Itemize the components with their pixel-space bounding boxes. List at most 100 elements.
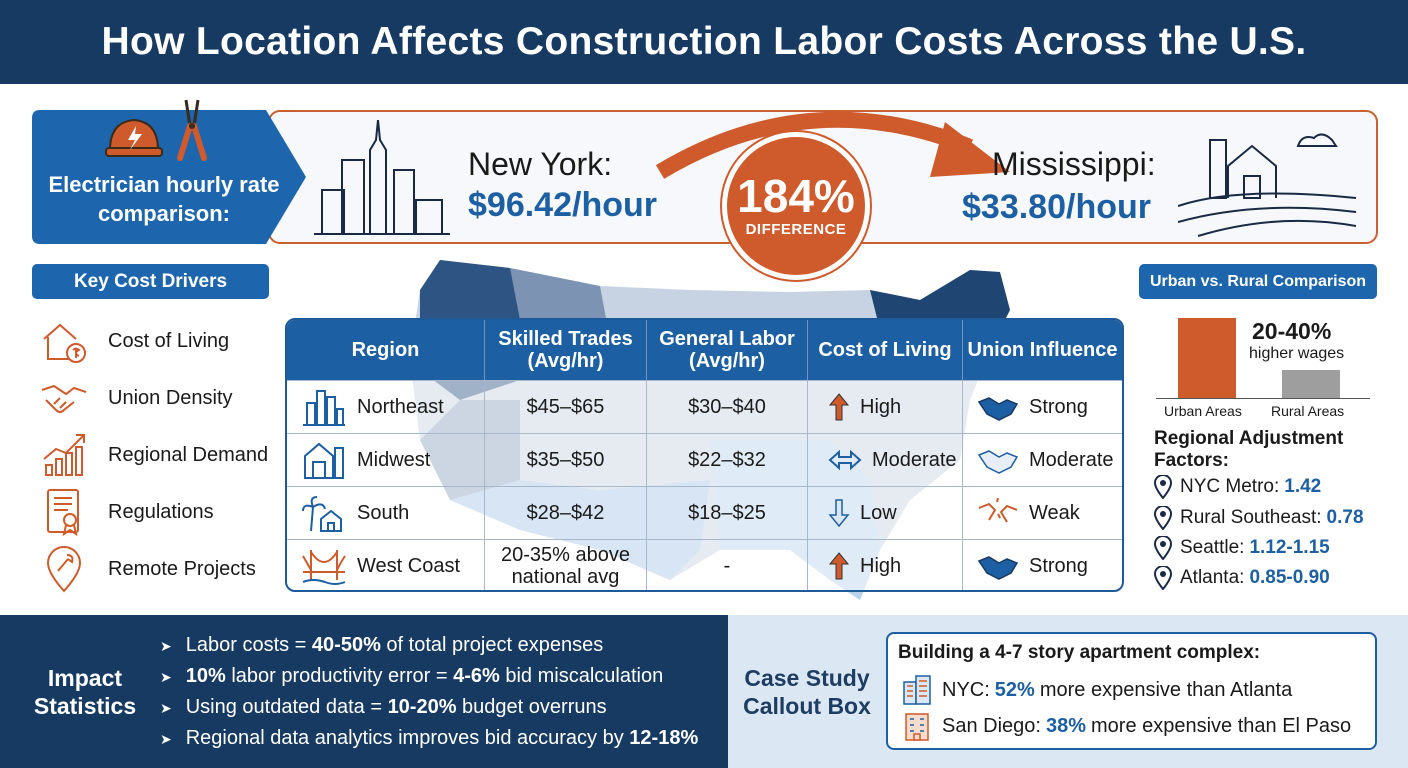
- urban-bar: [1178, 318, 1236, 398]
- arrow-left-right-icon: [828, 449, 862, 471]
- driver-label: Regulations: [108, 500, 214, 523]
- from-rate: $96.42/hour: [468, 186, 657, 224]
- driver-label: Union Density: [108, 386, 233, 409]
- urban-rural-subtitle: higher wages: [1249, 345, 1345, 362]
- growth-chart-icon: [43, 434, 85, 476]
- cost-of-living-value: Low: [860, 502, 897, 524]
- driver-cost-of-living: Cost of Living: [40, 316, 290, 366]
- driver-union-density: Union Density: [40, 373, 290, 423]
- table-header: Region Skilled Trades (Avg/hr) General L…: [287, 320, 1122, 380]
- table-row: West Coast 20-35% above national avg - H…: [287, 539, 1122, 590]
- arrow-down-icon: [828, 499, 850, 528]
- bridge-icon: [302, 550, 346, 585]
- to-rate: $33.80/hour: [962, 188, 1151, 226]
- drivers-heading: Key Cost Drivers: [32, 264, 269, 299]
- col-header-skilled: Skilled Trades (Avg/hr): [485, 320, 647, 380]
- broken-handshake-icon: [978, 498, 1018, 523]
- map-pin-icon: [1154, 506, 1172, 530]
- pliers-icon: [177, 99, 207, 161]
- case-study-box: [886, 632, 1377, 750]
- to-place: Mississippi:: [992, 146, 1156, 182]
- urban-label: Urban Areas: [1164, 403, 1242, 419]
- page-title: How Location Affects Construction Labor …: [101, 20, 1307, 63]
- cost-of-living-value: High: [860, 555, 902, 577]
- cost-of-living-value: Moderate: [872, 449, 957, 471]
- urban-rural-percent: 20-40%: [1252, 318, 1332, 344]
- handshake-icon: [41, 384, 87, 413]
- col-header-cost-of-living: Cost of Living: [808, 320, 963, 380]
- difference-percent: 184%: [737, 170, 855, 222]
- adjustment-item: NYC Metro: 1.42: [1154, 475, 1321, 499]
- union-value: Strong: [1029, 555, 1088, 577]
- driver-regulations: Regulations: [40, 487, 290, 537]
- handshake-icon: [977, 556, 1019, 580]
- map-pin-icon: [1154, 566, 1172, 590]
- arrow-up-icon: [828, 552, 850, 580]
- map-pin-icon: [1154, 536, 1172, 560]
- driver-label: Cost of Living: [108, 329, 230, 352]
- title-bar: How Location Affects Construction Labor …: [0, 0, 1408, 84]
- hard-hat-icon: [105, 118, 163, 157]
- building-icon: [903, 675, 931, 705]
- urban-rural-heading: Urban vs. Rural Comparison: [1139, 264, 1377, 299]
- curved-arrow-icon: [655, 111, 1010, 179]
- general-rate: $30–$40: [647, 381, 808, 433]
- general-rate: $22–$32: [647, 434, 808, 486]
- col-header-general: General Labor (Avg/hr): [647, 320, 808, 380]
- skilled-rate: $35–$50: [485, 434, 647, 486]
- col-header-region: Region: [287, 320, 485, 380]
- driver-remote-projects: Remote Projects: [40, 544, 290, 594]
- col-header-union: Union Influence: [967, 339, 1118, 361]
- house-dollar-icon: [43, 323, 86, 363]
- handshake-icon: [977, 450, 1019, 474]
- rural-label: Rural Areas: [1271, 403, 1345, 419]
- region-name: Northeast: [357, 396, 444, 418]
- skilled-rate: $28–$42: [485, 487, 647, 539]
- city-buildings-icon: [303, 390, 345, 426]
- cost-of-living-value: High: [860, 396, 902, 418]
- table-row: Midwest $35–$50 $22–$32 Moderate Moderat…: [287, 433, 1122, 486]
- arrow-up-icon: [828, 393, 850, 421]
- difference-label: DIFFERENCE: [745, 221, 847, 238]
- skilled-rate: $45–$65: [485, 381, 647, 433]
- table-row: South $28–$42 $18–$25 Low Weak: [287, 486, 1122, 539]
- case-study-line: NYC: 52% more expensive than Atlanta: [902, 674, 1292, 706]
- driver-label: Remote Projects: [108, 557, 256, 580]
- adjustment-item: Atlanta: 0.85-0.90: [1154, 566, 1330, 590]
- list-item: 10% labor productivity error = 4-6% bid …: [160, 661, 698, 692]
- case-study-heading: Case Study Callout Box: [743, 665, 871, 719]
- from-place: New York:: [468, 146, 613, 182]
- impact-heading: Impact Statistics: [33, 665, 137, 719]
- farm-barn-icon: [1178, 133, 1357, 237]
- difference-badge: 184% DIFFERENCE: [722, 132, 870, 280]
- region-name: South: [357, 502, 410, 524]
- union-value: Moderate: [1029, 449, 1114, 471]
- location-wrench-icon: [46, 546, 82, 593]
- general-rate: $18–$25: [647, 487, 808, 539]
- driver-regional-demand: Regional Demand: [40, 430, 290, 480]
- list-item: Labor costs = 40-50% of total project ex…: [160, 630, 698, 661]
- city-skyline-icon: [314, 120, 450, 235]
- barn-icon: [304, 442, 344, 479]
- impact-list: Labor costs = 40-50% of total project ex…: [160, 630, 699, 754]
- table-row: Northeast $45–$65 $30–$40 High Strong: [287, 380, 1122, 433]
- comparison-label: Electrician hourly rate comparison:: [48, 172, 280, 226]
- case-study-line: San Diego: 38% more expensive than El Paso: [902, 710, 1351, 742]
- handshake-icon: [977, 397, 1019, 421]
- case-study-subheading: Building a 4-7 story apartment complex:: [898, 642, 1261, 663]
- comparison-label-tab: Electrician hourly rate comparison:: [30, 99, 308, 246]
- union-value: Weak: [1029, 502, 1080, 524]
- regional-cost-table: Region Skilled Trades (Avg/hr) General L…: [285, 318, 1124, 592]
- adjustment-item: Rural Southeast: 0.78: [1154, 506, 1364, 530]
- union-value: Strong: [1029, 396, 1088, 418]
- adjustment-heading: Regional Adjustment Factors:: [1154, 428, 1344, 471]
- skilled-rate: 20-35% above national avg: [485, 540, 647, 590]
- palm-house-icon: [302, 496, 342, 532]
- map-pin-icon: [1154, 475, 1172, 499]
- list-item: Regional data analytics improves bid acc…: [160, 723, 699, 754]
- building-icon: [905, 713, 929, 741]
- bar-baseline: [1156, 398, 1370, 399]
- certificate-icon: [47, 489, 79, 536]
- rural-bar: [1282, 370, 1340, 398]
- region-name: West Coast: [357, 555, 460, 577]
